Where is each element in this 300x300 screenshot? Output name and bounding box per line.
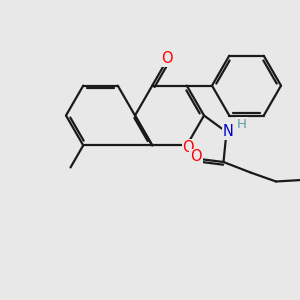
Text: H: H	[237, 118, 247, 131]
Text: O: O	[182, 140, 194, 155]
Text: N: N	[223, 124, 233, 139]
Text: O: O	[190, 149, 202, 164]
Text: O: O	[161, 51, 172, 66]
